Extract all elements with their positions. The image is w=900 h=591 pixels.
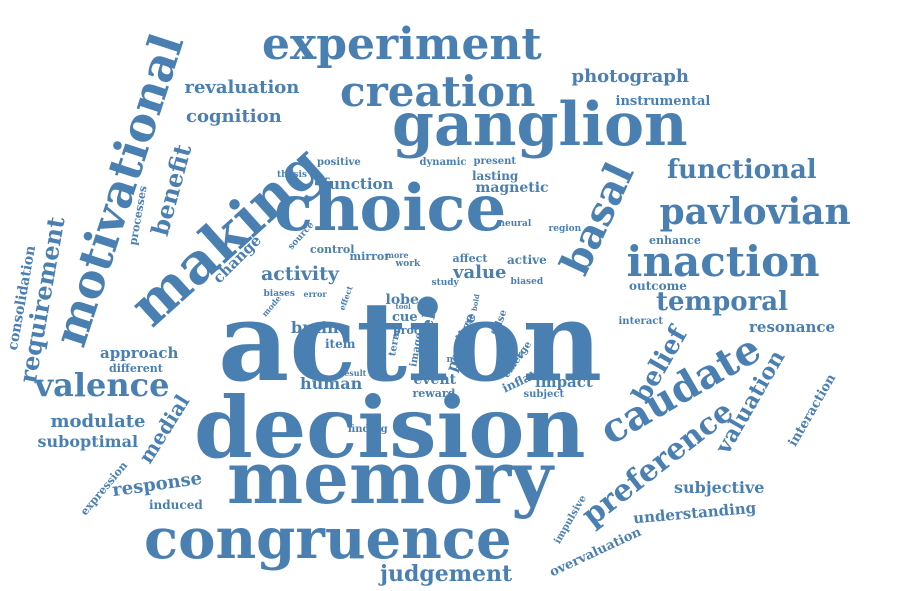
word-region: region: [548, 223, 582, 234]
word-experiment: experiment: [262, 19, 542, 70]
word-instrumental: instrumental: [615, 93, 711, 109]
word-tool: tool: [395, 301, 411, 311]
word-proc: proc: [393, 323, 421, 337]
word-magnetic: magnetic: [475, 180, 549, 196]
word-outcome: outcome: [629, 279, 687, 293]
word-congruence: congruence: [144, 506, 512, 572]
word-ganglion: ganglion: [392, 90, 688, 160]
word-cue: cue: [392, 309, 418, 325]
word-bold: bold: [469, 292, 481, 312]
word-study: study: [431, 277, 459, 288]
word-subjective: subjective: [674, 478, 765, 497]
word-dynamic: dynamic: [419, 157, 467, 168]
word-function: function: [322, 174, 394, 193]
word-mirror: mirror: [349, 249, 391, 263]
word-suboptimal: suboptimal: [37, 432, 139, 451]
word-impact: impact: [535, 372, 593, 391]
word-memory: memory: [227, 435, 553, 520]
word-present: present: [473, 156, 517, 167]
word-biases: biases: [263, 288, 295, 299]
word-subject: subject: [523, 389, 565, 400]
word-choice: choice: [274, 171, 507, 246]
word-pavlovian: pavlovian: [659, 191, 851, 233]
word-induced: induced: [149, 498, 203, 512]
word-lasting: lasting: [472, 169, 519, 183]
word-lobe: lobe: [385, 292, 419, 308]
word-judgement: judgement: [380, 561, 513, 587]
word-activity: activity: [261, 262, 339, 285]
word-thesis: thesis: [277, 169, 307, 180]
word-novel: novel: [446, 354, 474, 365]
word-resonance: resonance: [749, 317, 836, 336]
word-affect: affect: [452, 251, 488, 265]
word-decision: decision: [194, 378, 586, 477]
word-active: active: [507, 253, 547, 267]
word-interaction: interaction: [785, 371, 839, 449]
word-photograph: photograph: [571, 66, 689, 87]
word-human: human: [300, 374, 363, 393]
word-item: item: [325, 337, 356, 351]
word-interact: interact: [618, 316, 664, 327]
word-inaction: inaction: [626, 237, 820, 286]
word-temporal: temporal: [656, 287, 789, 317]
word-approach: approach: [100, 343, 179, 362]
word-response: response: [110, 467, 204, 502]
word-positive: positive: [317, 157, 361, 168]
word-result: result: [340, 368, 367, 378]
word-value: value: [453, 262, 507, 283]
word-different: different: [109, 361, 163, 375]
word-more: more: [385, 250, 409, 260]
word-understanding: understanding: [631, 498, 757, 527]
word-control: control: [310, 242, 355, 256]
word-reward: reward: [412, 386, 456, 400]
word-hard: hard: [502, 350, 524, 360]
word-impulsive: impulsive: [552, 493, 589, 546]
word-work: work: [395, 258, 421, 269]
word-functional: functional: [667, 155, 817, 185]
word-finding: finding: [348, 424, 388, 435]
word-brain: brain: [291, 318, 339, 337]
word-error: error: [303, 289, 327, 299]
word-valence: valence: [34, 366, 170, 404]
word-modulate: modulate: [50, 411, 146, 432]
word-event: event: [413, 372, 457, 388]
word-biased: biased: [510, 276, 544, 287]
word-neural: neural: [498, 218, 532, 229]
word-revaluation: revaluation: [184, 77, 300, 98]
word-creation: creation: [340, 67, 536, 116]
word-action: action: [218, 277, 603, 406]
word-enhance: enhance: [649, 233, 701, 247]
word-cognition: cognition: [186, 106, 282, 127]
